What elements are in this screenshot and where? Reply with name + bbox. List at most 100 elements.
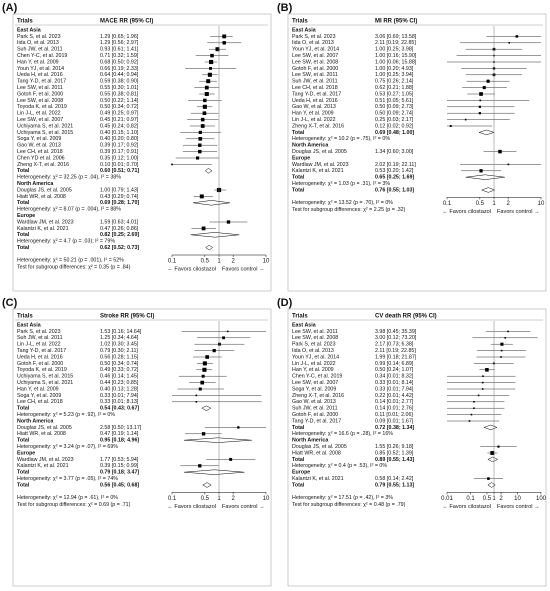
study-name: Zheng X-T, et al. 2016 bbox=[292, 123, 344, 129]
favors-right: Favors control → bbox=[222, 504, 265, 510]
group-name: East Asia bbox=[292, 322, 316, 328]
panel-frame bbox=[12, 308, 272, 587]
value-label: 0.39 [0.17; 0.92] bbox=[100, 143, 139, 149]
study-name: Chen Y-C, et al. 2019 bbox=[17, 53, 67, 59]
summary-diamond bbox=[192, 200, 230, 206]
value-label: 0.79 [0.55; 1.13] bbox=[375, 482, 414, 488]
heterogeneity: Heterogeneity: χ² = 10.2 (p = .75), I² =… bbox=[292, 136, 390, 142]
study-name: Lee CH, et al. 2018 bbox=[17, 399, 63, 405]
summary-diamond bbox=[190, 232, 240, 238]
value-label: 0.56 [0.28; 1.15] bbox=[100, 354, 139, 360]
x-tick-label: 0.1 bbox=[168, 496, 177, 502]
value-label: 0.69 [0.48; 1.00] bbox=[375, 130, 414, 136]
effect-square bbox=[201, 374, 205, 378]
effect-square bbox=[478, 112, 481, 115]
x-tick-label: 100 bbox=[536, 496, 547, 502]
panel-label: (C) bbox=[2, 297, 18, 309]
favors-right: Favors control → bbox=[222, 266, 265, 272]
value-label: 1.59 [0.63; 4.01] bbox=[100, 219, 139, 225]
effect-square bbox=[481, 381, 484, 384]
effect-square bbox=[473, 407, 475, 409]
value-label: 0.40 [0.13; 1.28] bbox=[100, 386, 139, 392]
effect-square bbox=[198, 387, 202, 391]
effect-square bbox=[507, 163, 510, 166]
effect-square bbox=[203, 98, 207, 103]
value-label: 0.59 [0.38; 0.90] bbox=[100, 79, 139, 85]
value-label: 2.02 [0.19; 22.11] bbox=[375, 162, 416, 168]
value-label: 0.71 [0.32; 1.59] bbox=[100, 53, 139, 59]
x-tick-label: 0.5 bbox=[201, 496, 210, 502]
study-name: Lin J-L, et al. 2022 bbox=[17, 342, 61, 348]
effect-square bbox=[481, 388, 484, 390]
x-tick-label: 2 bbox=[231, 259, 235, 265]
effect-square bbox=[497, 445, 500, 448]
x-tick-label: 1 bbox=[492, 201, 496, 207]
effect-square bbox=[470, 413, 473, 416]
study-name: Han Y, et al. 2009 bbox=[17, 59, 59, 65]
value-label: 0.47 [0.19; 1.14] bbox=[100, 431, 139, 437]
effect-square bbox=[204, 85, 209, 90]
x-tick-label: 10 bbox=[538, 201, 545, 207]
value-label: 0.49 [0.25; 0.97] bbox=[100, 111, 139, 117]
subgroup-test: Test for subgroup differences: χ² = 0.69… bbox=[17, 502, 131, 508]
study-name: Lee CH, et al. 2018 bbox=[292, 85, 338, 91]
study-name: Lee SW, et al. 2008 bbox=[17, 98, 63, 104]
study-name: Ueda H, et al. 2016 bbox=[292, 98, 338, 104]
effect-square bbox=[195, 401, 198, 403]
study-name: Lee SW, et al. 2008 bbox=[292, 335, 338, 341]
forest-panel: (D)Trials CV death RR (95% CI)East AsiaLe… bbox=[277, 297, 547, 587]
value-label: 1.00 [0.20; 4.93] bbox=[375, 66, 414, 72]
x-tick-label: 1 bbox=[217, 259, 221, 265]
study-name: Han Y, et al. 2009 bbox=[292, 111, 334, 117]
effect-square bbox=[468, 420, 471, 422]
study-name: Tang Y-D, et al. 2017 bbox=[17, 348, 66, 354]
overall-heterogeneity: Heterogeneity: χ² = 12.94 (p = .61), I² … bbox=[17, 495, 118, 501]
value-label: 0.60 [0.51; 0.71] bbox=[100, 168, 139, 174]
study-name: Hiatt WR, et al. 2008 bbox=[17, 431, 66, 437]
value-label: 0.10 [0.01; 0.70] bbox=[100, 162, 139, 168]
value-label: 0.82 [0.25; 2.69] bbox=[100, 232, 139, 238]
total-label: Total bbox=[17, 470, 30, 476]
value-label: 2.11 [0.19; 22.85] bbox=[375, 348, 416, 354]
effect-square bbox=[226, 330, 229, 333]
study-name: Iida O, et al. 2013 bbox=[292, 40, 334, 46]
total-label: Total bbox=[292, 482, 305, 488]
study-name: Youn YJ, et al. 2014 bbox=[292, 354, 339, 360]
total-label: Total bbox=[17, 232, 30, 238]
value-label: 0.89 [0.55; 1.43] bbox=[375, 457, 414, 463]
favors-left: ← Favors cilostazol bbox=[167, 266, 216, 272]
value-label: 0.50 [0.34; 0.74] bbox=[100, 361, 139, 367]
effect-square bbox=[473, 401, 475, 403]
group-name: North America bbox=[292, 143, 328, 149]
study-name: Chen Y-C, et al. 2019 bbox=[292, 374, 342, 380]
value-label: 3.06 [0.69; 13.58] bbox=[375, 34, 417, 40]
study-name: Gotoh F, et al. 2000 bbox=[17, 361, 63, 367]
group-name: Europe bbox=[292, 155, 310, 161]
study-name: Lee SW, et al. 2011 bbox=[292, 72, 338, 78]
overall-heterogeneity: Heterogeneity: χ² = 50.21 (p = .001), I²… bbox=[17, 257, 124, 263]
effect-square bbox=[464, 118, 467, 121]
study-name: Gotoh F, et al. 2000 bbox=[17, 91, 63, 97]
forest-panel: (C) Trials Stroke RR (95% CI) East AsiaPark… bbox=[2, 297, 272, 587]
study-name: Douglas JS, et al. 2005 bbox=[17, 187, 72, 193]
study-name: Ueda H, et al. 2016 bbox=[17, 72, 63, 78]
effect-square bbox=[490, 451, 495, 455]
study-name: Suh JW, et al. 2011 bbox=[17, 47, 63, 53]
value-label: 0.35 [0.12; 1.00] bbox=[100, 155, 139, 161]
summary-diamond bbox=[202, 482, 212, 488]
value-label: 0.56 [0.45; 0.68] bbox=[100, 482, 139, 488]
value-label: 0.72 [0.38; 1.34] bbox=[375, 425, 414, 431]
effect-square bbox=[212, 348, 216, 353]
value-label: 0.79 [0.30; 2.11] bbox=[100, 348, 138, 354]
column-header: Trials bbox=[292, 19, 308, 25]
x-tick-label: 0.1 bbox=[443, 201, 452, 207]
favors-left: ← Favors cilostazol bbox=[167, 504, 216, 510]
effect-square bbox=[515, 35, 519, 38]
value-label: 1.29 [0.65; 1.96] bbox=[100, 34, 139, 40]
study-name: Zheng X-T, et al. 2016 bbox=[292, 393, 344, 399]
effect-square bbox=[222, 336, 225, 340]
effect-square bbox=[195, 394, 198, 397]
effect-square bbox=[205, 355, 209, 359]
value-label: 0.62 [0.21; 1.88] bbox=[375, 85, 414, 91]
value-label: 1.25 [0.34; 4.64] bbox=[100, 335, 139, 341]
